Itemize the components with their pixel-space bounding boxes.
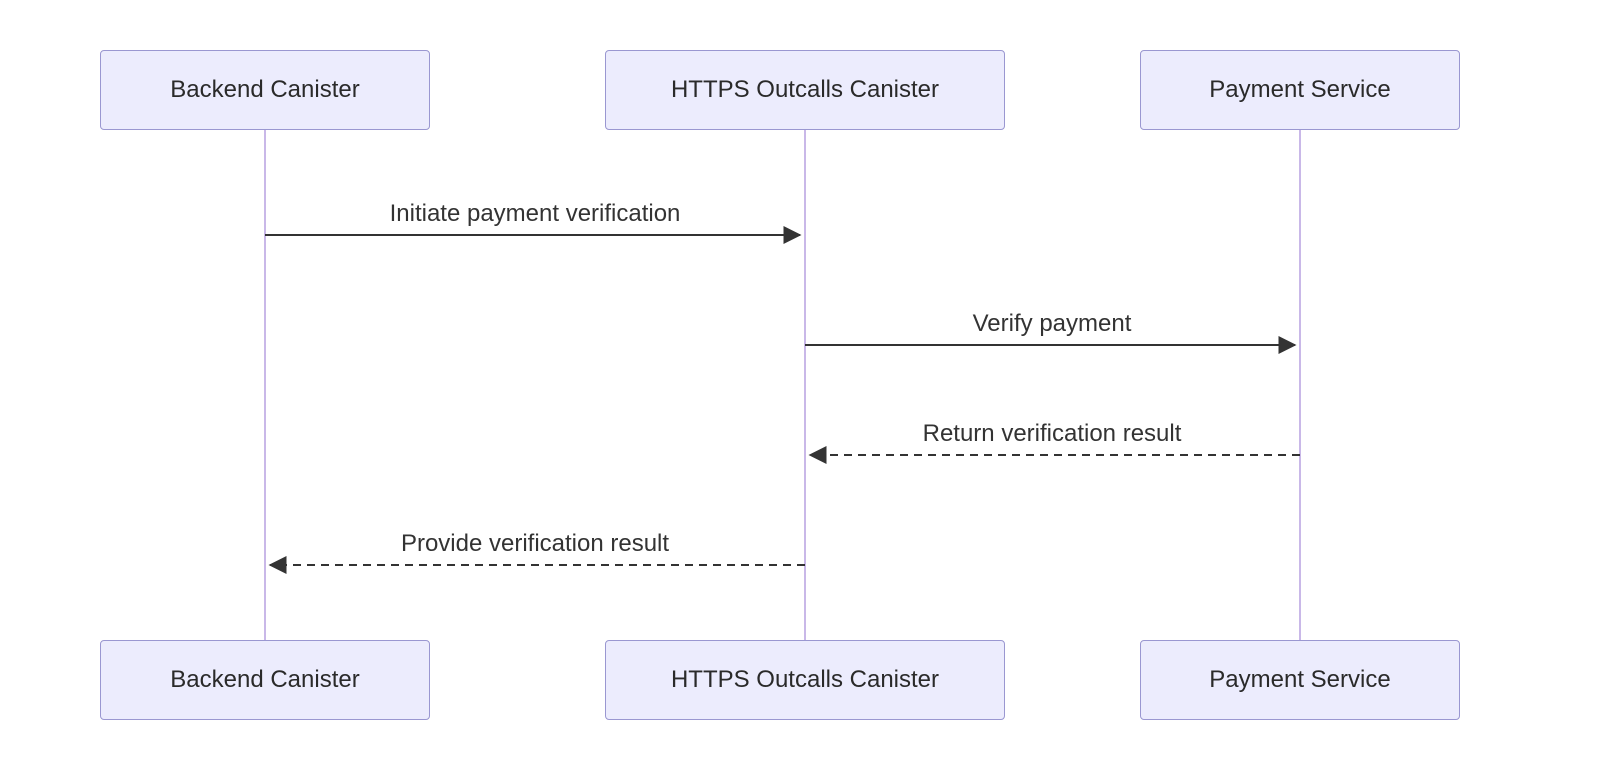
message-label: Return verification result: [923, 420, 1182, 448]
participant-backend-bottom: Backend Canister: [100, 640, 430, 720]
participant-outcalls-top: HTTPS Outcalls Canister: [605, 50, 1005, 130]
lifeline-outcalls: [804, 130, 806, 640]
message-label: Initiate payment verification: [390, 200, 681, 228]
participant-payment-bottom: Payment Service: [1140, 640, 1460, 720]
participant-label: Payment Service: [1209, 76, 1390, 104]
participant-outcalls-bottom: HTTPS Outcalls Canister: [605, 640, 1005, 720]
participant-backend-top: Backend Canister: [100, 50, 430, 130]
message-label: Provide verification result: [401, 530, 669, 558]
lifeline-payment: [1299, 130, 1301, 640]
participant-label: Backend Canister: [170, 666, 359, 694]
participant-payment-top: Payment Service: [1140, 50, 1460, 130]
lifeline-backend: [264, 130, 266, 640]
participant-label: HTTPS Outcalls Canister: [671, 76, 939, 104]
participant-label: HTTPS Outcalls Canister: [671, 666, 939, 694]
participant-label: Payment Service: [1209, 666, 1390, 694]
message-label: Verify payment: [973, 310, 1132, 338]
participant-label: Backend Canister: [170, 76, 359, 104]
